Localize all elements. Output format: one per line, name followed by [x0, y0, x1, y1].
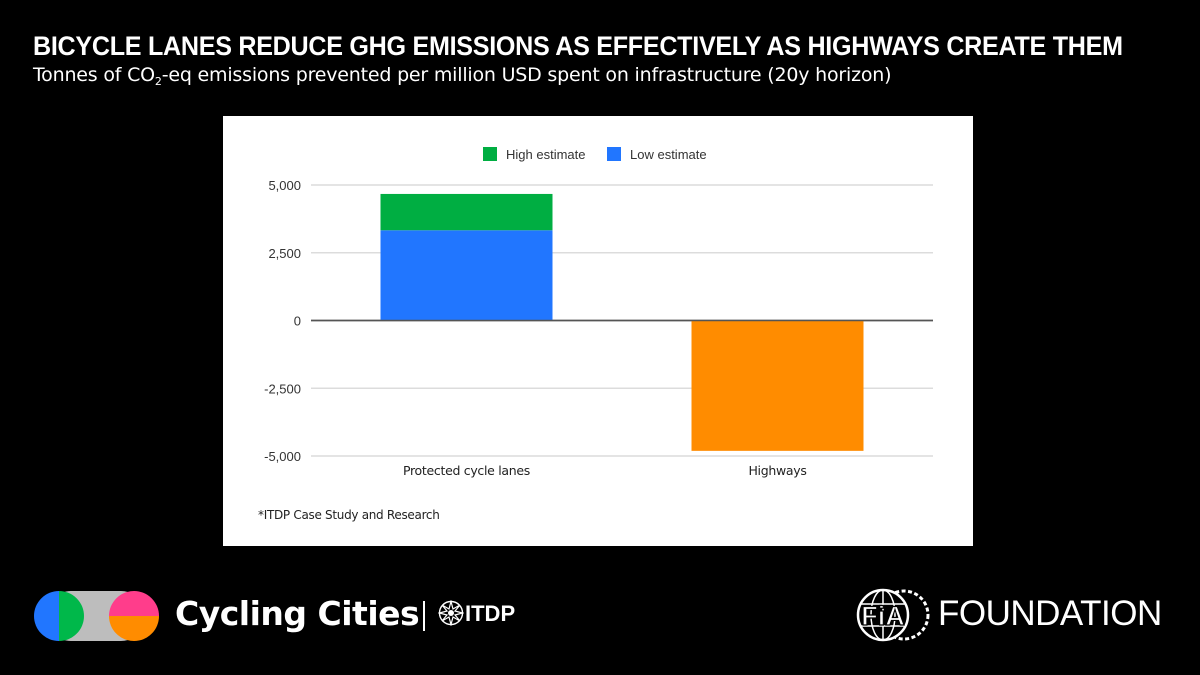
- logo-divider: [423, 601, 425, 631]
- fia-foundation-wordmark: FOUNDATION: [938, 594, 1162, 633]
- bar-low-estimate-protected-cycle-lanes: [380, 230, 553, 321]
- x-category-label: Protected cycle lanes: [403, 463, 530, 478]
- subtitle-subscript: 2: [154, 75, 162, 88]
- bar-chart: 5,000 2,500 0 -2,500 -5,000 Protected cycle l…: [264, 147, 933, 478]
- logo-orange-half: [109, 616, 159, 641]
- legend-label-low-estimate: Low estimate: [630, 147, 707, 162]
- subtitle-part-1: Tonnes of CO: [33, 64, 155, 86]
- svg-text:FiA: FiA: [861, 601, 905, 631]
- logo-pink-half: [109, 591, 159, 616]
- legend-swatch-high-estimate: [483, 147, 497, 161]
- headline: BICYCLE LANES REDUCE GHG EMISSIONS AS EF…: [33, 31, 1123, 61]
- x-category-label: Highways: [748, 463, 806, 478]
- fia-logo-icon: FiA: [856, 588, 930, 642]
- bar-highways-highways: [691, 320, 864, 451]
- subtitle: Tonnes of CO2-eq emissions prevented per…: [33, 64, 892, 88]
- itdp-star-icon: [438, 600, 464, 626]
- legend-swatch-low-estimate: [607, 147, 621, 161]
- itdp-wordmark: ITDP: [465, 601, 516, 626]
- y-tick-label: -5,000: [264, 449, 301, 464]
- subtitle-part-2: -eq emissions prevented per million USD …: [161, 64, 892, 86]
- logo-blue-half: [34, 591, 59, 641]
- chart-footnote: *ITDP Case Study and Research: [258, 508, 440, 522]
- y-tick-label: 2,500: [268, 246, 301, 261]
- bar-high-estimate-protected-cycle-lanes: [380, 193, 553, 231]
- legend-label-high-estimate: High estimate: [506, 147, 585, 162]
- y-tick-label: -2,500: [264, 381, 301, 396]
- logo-green-half: [59, 591, 84, 641]
- y-tick-label: 5,000: [268, 178, 301, 193]
- chart-panel: 5,000 2,500 0 -2,500 -5,000 Protected cycle l…: [223, 116, 973, 546]
- cycling-cities-wordmark: Cycling Cities: [175, 594, 420, 633]
- y-tick-label: 0: [294, 314, 301, 329]
- cycling-cities-logo-icon: [34, 591, 159, 641]
